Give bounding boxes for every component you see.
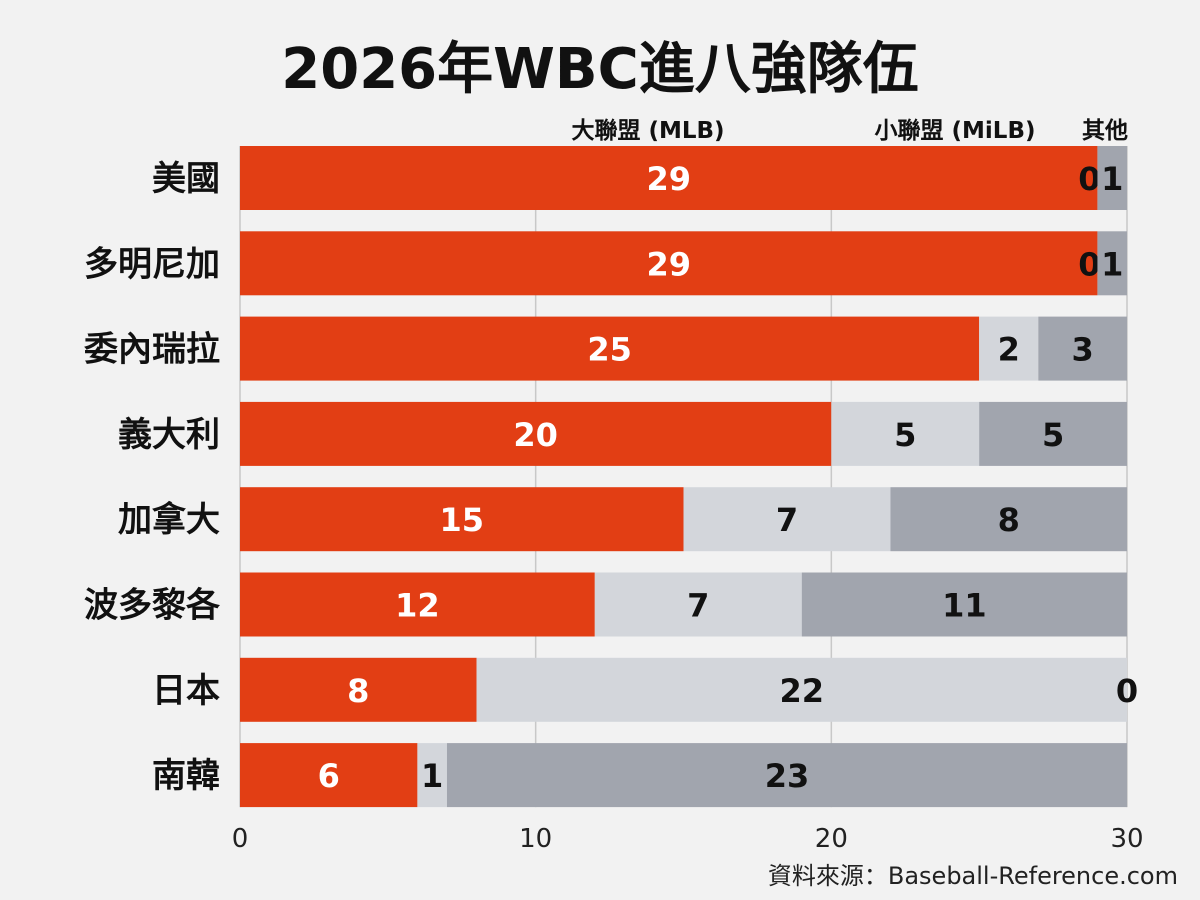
data-label: 20 [513, 416, 558, 454]
data-label: 29 [646, 160, 691, 198]
data-label: 22 [780, 672, 825, 710]
bar-segment [240, 316, 980, 381]
data-label: 23 [765, 757, 810, 795]
data-label: 3 [1072, 331, 1094, 369]
category-label: 多明尼加 [84, 244, 220, 284]
data-label: 8 [347, 672, 369, 710]
x-tick-label: 20 [815, 824, 848, 854]
bar-segment [683, 487, 891, 552]
bar-segment [240, 487, 684, 552]
data-label: 11 [942, 587, 987, 625]
data-label: 1 [1101, 245, 1123, 283]
bar-segment [1097, 146, 1127, 210]
bar-segment [476, 657, 1127, 722]
bar-segment [240, 572, 595, 637]
legend-label: 大聯盟 (MLB) [571, 118, 724, 144]
x-tick-label: 10 [519, 824, 552, 854]
data-label: 25 [587, 331, 632, 369]
data-label: 5 [894, 416, 916, 454]
data-label: 7 [776, 501, 798, 539]
bar-segment [446, 743, 1127, 808]
category-label: 美國 [152, 159, 220, 199]
data-label: 29 [646, 245, 691, 283]
bar-segment [890, 487, 1127, 552]
bar-segment [1038, 316, 1127, 381]
data-label: 1 [421, 757, 443, 795]
data-label: 2 [998, 331, 1020, 369]
category-label: 委內瑞拉 [84, 330, 220, 370]
data-label: 8 [998, 501, 1020, 539]
bar-segment [240, 231, 1098, 296]
data-label: 7 [687, 587, 709, 625]
source-note: 資料來源：Baseball-Reference.com [768, 862, 1178, 890]
data-label: 0 [1116, 672, 1138, 710]
bar-segment [831, 401, 980, 466]
bar-segment [240, 743, 418, 808]
bar-segment [979, 401, 1127, 466]
x-tick-label: 0 [232, 824, 249, 854]
chart-title: 2026年WBC進八強隊伍 [281, 37, 918, 102]
data-label: 6 [318, 757, 340, 795]
category-label: 南韓 [152, 756, 220, 796]
legend-label: 小聯盟 (MiLB) [875, 118, 1036, 144]
category-label: 加拿大 [118, 500, 220, 540]
bar-segment [1097, 231, 1127, 296]
category-label: 波多黎各 [84, 586, 221, 626]
bar-segment [240, 657, 477, 722]
bar-segment [979, 316, 1039, 381]
category-label: 日本 [152, 671, 220, 711]
category-label: 義大利 [118, 415, 220, 455]
legend-label: 其他 [1082, 118, 1128, 144]
bar-segment [240, 401, 832, 466]
data-label: 12 [395, 587, 440, 625]
bar-segment [240, 146, 1098, 210]
data-label: 0 [1078, 160, 1100, 198]
data-label: 0 [1078, 245, 1100, 283]
data-label: 1 [1101, 160, 1123, 198]
bar-segment [801, 572, 1127, 637]
bar-segment [594, 572, 802, 637]
data-label: 5 [1042, 416, 1064, 454]
bar-segment [417, 743, 447, 808]
x-tick-label: 30 [1110, 824, 1143, 854]
data-label: 15 [439, 501, 484, 539]
